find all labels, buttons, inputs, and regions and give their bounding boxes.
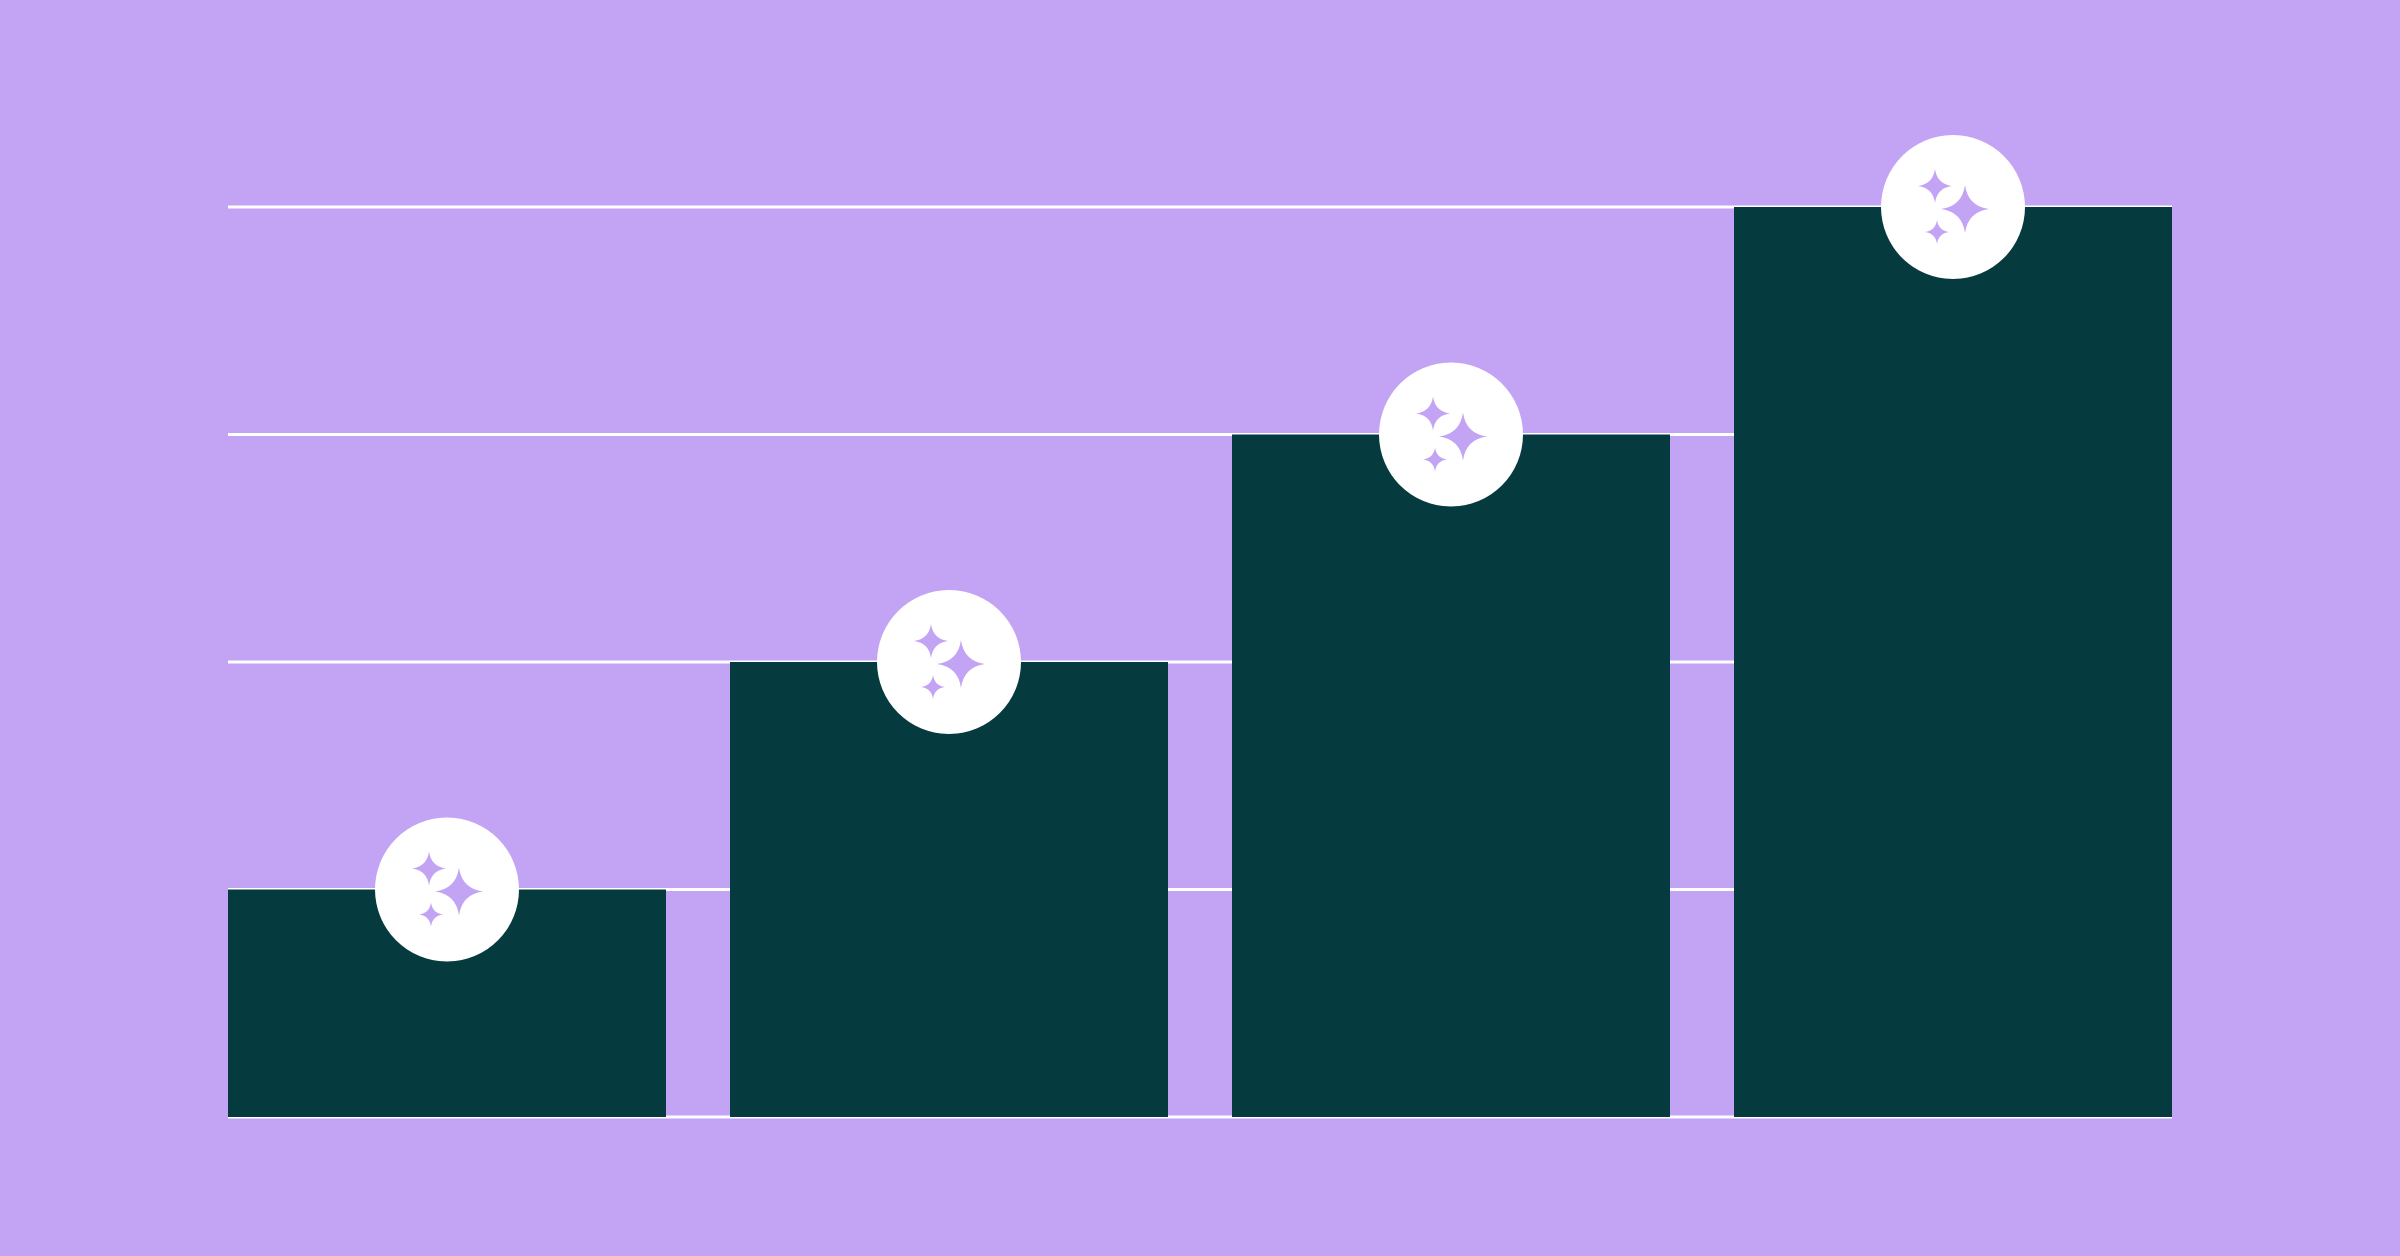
- sparkle-badge: [375, 817, 519, 962]
- bar: [1734, 207, 2172, 1117]
- sparkle-icon: [412, 851, 483, 927]
- sparkle-icon: [1416, 396, 1487, 472]
- sparkle-badge: [1379, 362, 1523, 507]
- sparkle-badge: [1881, 135, 2025, 279]
- bar: [1232, 434, 1670, 1117]
- sparkle-icon: [914, 624, 985, 699]
- sparkle-icon: [1918, 169, 1989, 244]
- sparkle-badge: [877, 590, 1021, 734]
- bar: [730, 662, 1168, 1117]
